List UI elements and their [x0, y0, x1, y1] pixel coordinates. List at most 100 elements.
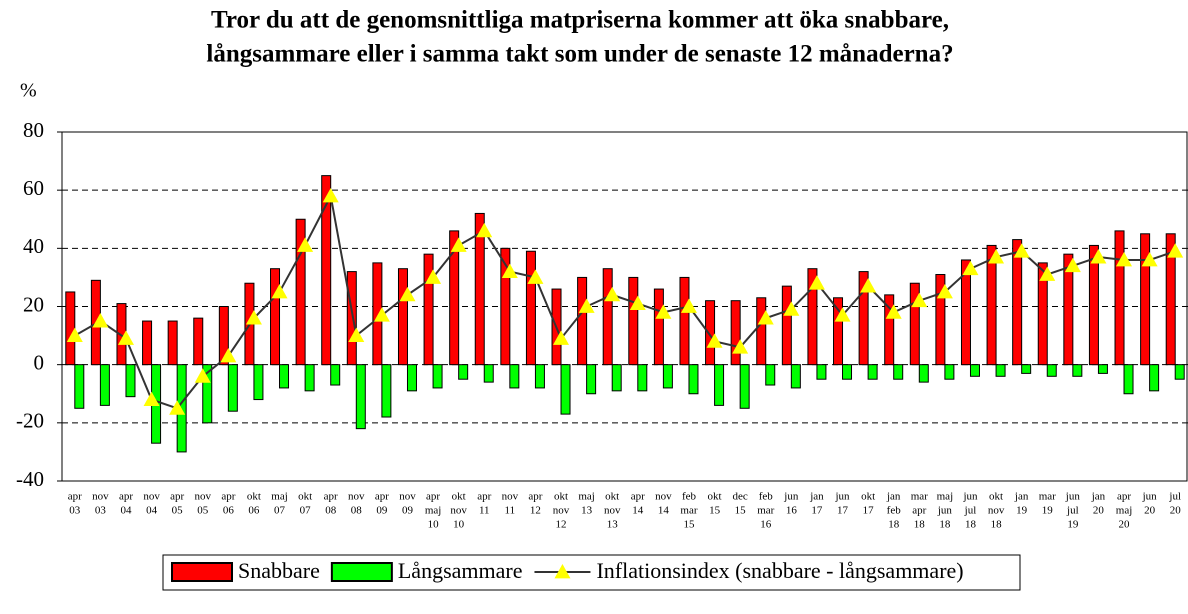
x-tick-label: mar — [911, 491, 928, 503]
x-tick-label: maj — [1116, 505, 1133, 517]
x-tick-label: okt — [989, 491, 1003, 503]
x-tick-label: apr — [375, 491, 389, 503]
x-tick-label: apr — [221, 491, 235, 503]
marker — [706, 333, 723, 348]
x-tick-label: 19 — [1042, 505, 1054, 517]
bar — [1072, 364, 1083, 377]
bar — [688, 364, 699, 395]
x-tick-label: jan — [1091, 491, 1106, 503]
x-tick-label: jun — [1142, 491, 1158, 503]
bar — [1165, 233, 1176, 366]
marker — [1116, 251, 1133, 267]
bar — [1037, 262, 1048, 366]
marker — [962, 260, 979, 276]
x-tick-label: nov — [655, 491, 672, 503]
legend-swatch — [554, 564, 571, 579]
marker — [1090, 249, 1107, 264]
bar — [423, 253, 434, 366]
x-tick-label: 18 — [914, 519, 926, 531]
chart-title: Tror du att de genomsnittliga matprisern… — [211, 7, 949, 34]
x-tick-label: dec — [733, 491, 748, 503]
x-tick-label: 19 — [1067, 519, 1079, 531]
x-tick-label: 13 — [607, 519, 619, 531]
x-tick-label: 08 — [351, 505, 363, 517]
x-tick-label: nov — [553, 505, 570, 517]
x-tick-label: jun — [962, 491, 978, 503]
x-tick-label: jul — [1066, 505, 1079, 517]
x-tick-label: 03 — [69, 505, 81, 517]
x-tick-label: maj — [578, 491, 595, 503]
bar — [637, 364, 648, 392]
x-tick-label: jun — [783, 491, 799, 503]
x-tick-label: 12 — [530, 505, 541, 517]
bar — [986, 244, 997, 366]
x-tick-label: 18 — [991, 519, 1003, 531]
x-tick-label: nov — [399, 491, 416, 503]
x-tick-label: 10 — [428, 519, 440, 531]
bar — [295, 218, 306, 366]
bar — [833, 297, 844, 366]
bar — [483, 364, 494, 383]
x-tick-label: apr — [426, 491, 440, 503]
bar — [611, 364, 622, 392]
x-tick-label: nov — [988, 505, 1005, 517]
bar — [628, 276, 639, 366]
marker — [271, 283, 288, 299]
x-tick-label: 15 — [709, 505, 721, 517]
bar — [534, 364, 545, 389]
x-tick-label: okt — [861, 491, 875, 503]
x-tick-label: 12 — [556, 519, 567, 531]
x-tick-label: jun — [937, 505, 953, 517]
bar — [1140, 233, 1151, 366]
x-tick-label: okt — [554, 491, 568, 503]
bar — [279, 364, 290, 389]
x-tick-label: apr — [631, 491, 645, 503]
bar — [705, 300, 716, 366]
marker — [373, 307, 390, 322]
bar — [739, 364, 750, 409]
x-tick-label: 04 — [146, 505, 158, 517]
marker — [860, 278, 877, 293]
marker — [476, 222, 493, 238]
marker — [732, 339, 749, 354]
marker — [655, 304, 672, 319]
x-tick-label: 10 — [453, 519, 465, 531]
x-tick-label: 05 — [197, 505, 209, 517]
marker — [1167, 243, 1184, 258]
bar — [449, 230, 460, 366]
marker — [553, 330, 570, 345]
bar — [99, 364, 110, 406]
bar — [765, 364, 776, 386]
y-tick-label: 60 — [23, 176, 44, 200]
marker — [348, 327, 365, 342]
bar — [816, 364, 827, 380]
bar — [432, 364, 443, 389]
x-tick-label: nov — [348, 491, 365, 503]
bar — [884, 294, 895, 366]
x-tick-label: 17 — [811, 505, 823, 517]
bar — [1012, 239, 1023, 366]
x-tick-label: feb — [887, 505, 902, 517]
x-tick-label: 11 — [505, 505, 516, 517]
x-tick-label: 09 — [376, 505, 388, 517]
x-tick-label: 18 — [965, 519, 977, 531]
bar — [270, 268, 281, 366]
marker — [680, 298, 697, 313]
bar — [74, 364, 85, 409]
x-tick-label: 08 — [325, 505, 337, 517]
y-tick-label: 20 — [23, 292, 44, 316]
x-tick-label: 04 — [120, 505, 132, 517]
x-tick-label: okt — [605, 491, 619, 503]
plot-frame — [61, 131, 1188, 482]
bar — [474, 212, 485, 366]
x-tick-label: maj — [271, 491, 288, 503]
bar — [509, 364, 520, 389]
x-tick-label: 07 — [274, 505, 286, 517]
marker — [143, 391, 160, 406]
x-tick-label: apr — [477, 491, 491, 503]
x-tick-label: apr — [119, 491, 133, 503]
x-tick-label: jan — [886, 491, 901, 503]
marker — [117, 330, 134, 345]
